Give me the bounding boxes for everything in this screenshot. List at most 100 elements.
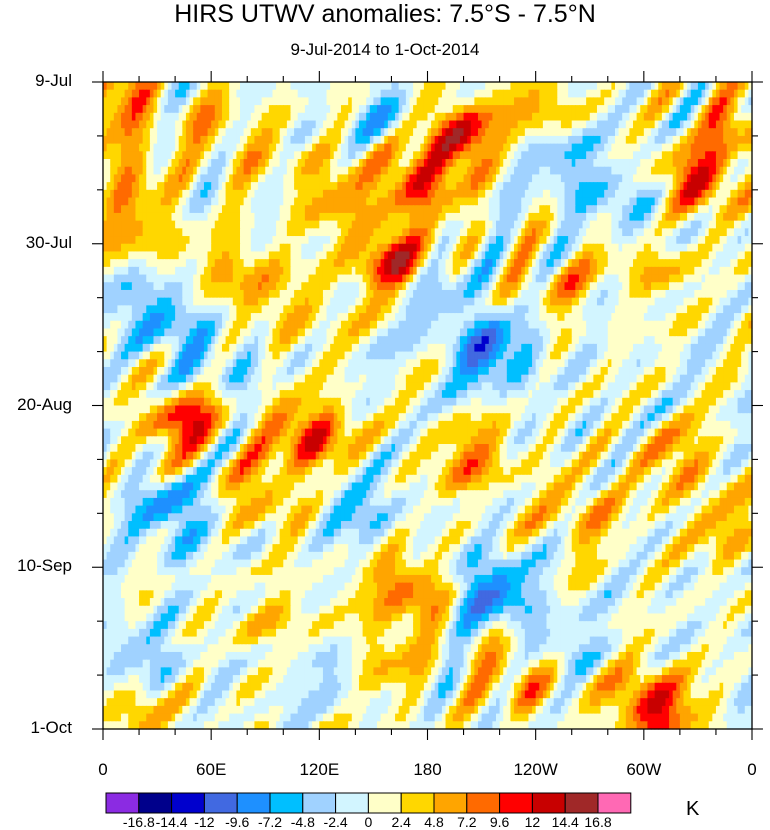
heatmap-cell <box>290 105 295 114</box>
heatmap-cell <box>701 274 706 283</box>
heatmap-cell <box>470 159 475 168</box>
heatmap-cell <box>449 166 454 176</box>
heatmap-cell <box>427 282 432 291</box>
heatmap-cell <box>124 151 129 160</box>
heatmap-cell <box>676 166 681 176</box>
heatmap-cell <box>373 243 378 253</box>
heatmap-cell <box>200 220 205 229</box>
heatmap-cell <box>106 143 111 152</box>
heatmap-cell <box>276 128 281 137</box>
heatmap-cell <box>557 228 562 237</box>
heatmap-cell <box>575 282 580 291</box>
heatmap-cell <box>661 89 667 98</box>
heatmap-cell <box>279 89 284 98</box>
heatmap-cell <box>164 228 169 237</box>
heatmap-cell <box>315 251 320 260</box>
heatmap-cell <box>203 189 209 199</box>
heatmap-cell <box>211 128 216 137</box>
heatmap-cell <box>456 259 461 268</box>
heatmap-cell <box>694 228 699 237</box>
heatmap-cell <box>697 274 703 283</box>
heatmap-cell <box>485 236 490 245</box>
heatmap-cell <box>618 251 623 260</box>
heatmap-cell <box>240 189 245 199</box>
heatmap-cell <box>737 259 742 268</box>
heatmap-cell <box>221 112 227 122</box>
heatmap-cell <box>326 120 331 129</box>
heatmap-cell <box>625 174 631 183</box>
heatmap-cell <box>121 182 126 191</box>
heatmap-cell <box>661 243 667 253</box>
heatmap-cell <box>643 174 649 183</box>
heatmap-cell <box>395 282 400 291</box>
heatmap-cell <box>279 243 284 253</box>
heatmap-cell <box>492 274 497 283</box>
heatmap-cell <box>232 135 238 145</box>
heatmap-cell <box>586 220 591 229</box>
heatmap-cell <box>142 289 147 299</box>
heatmap-cell <box>413 89 418 98</box>
heatmap-cell <box>358 282 364 291</box>
heatmap-cell <box>528 112 533 122</box>
heatmap-cell <box>506 151 512 160</box>
heatmap-cell <box>611 151 616 160</box>
heatmap-cell <box>124 236 129 245</box>
heatmap-cell <box>452 205 457 214</box>
heatmap-cell <box>571 174 576 183</box>
heatmap-cell <box>344 135 349 145</box>
heatmap-cell <box>658 135 663 145</box>
heatmap-cell <box>420 251 425 260</box>
heatmap-cell <box>250 135 256 145</box>
heatmap-cell <box>463 189 468 199</box>
heatmap-cell <box>708 236 713 245</box>
heatmap-cell <box>420 266 425 276</box>
heatmap-cell <box>499 174 504 183</box>
heatmap-cell <box>744 189 749 199</box>
heatmap-cell <box>326 259 331 268</box>
heatmap-cell <box>434 236 439 245</box>
heatmap-cell <box>726 82 731 91</box>
heatmap-cell <box>726 120 731 129</box>
heatmap-cell <box>546 251 551 260</box>
heatmap-cell <box>719 174 724 183</box>
heatmap-cell <box>449 236 454 245</box>
heatmap-cell <box>265 259 270 268</box>
heatmap-cell <box>539 236 544 245</box>
heatmap-cell <box>604 212 609 222</box>
heatmap-cell <box>510 182 515 191</box>
heatmap-cell <box>243 151 248 160</box>
heatmap-cell <box>661 159 667 168</box>
heatmap-cell <box>409 97 414 106</box>
heatmap-cell <box>326 151 331 160</box>
heatmap-cell <box>474 228 479 237</box>
heatmap-cell <box>477 174 483 183</box>
heatmap-cell <box>593 135 598 145</box>
heatmap-cell <box>142 243 147 253</box>
heatmap-cell <box>496 159 501 168</box>
heatmap-cell <box>265 159 270 168</box>
heatmap-cell <box>445 82 450 91</box>
heatmap-cell <box>560 236 566 245</box>
heatmap-cell <box>110 174 115 183</box>
heatmap-cell <box>312 128 317 137</box>
heatmap-cell <box>200 82 205 91</box>
heatmap-cell <box>748 166 753 176</box>
heatmap-cell <box>557 143 562 152</box>
heatmap-cell <box>532 282 537 291</box>
heatmap-cell <box>373 82 378 91</box>
heatmap-cell <box>139 236 144 245</box>
heatmap-cell <box>283 289 288 299</box>
heatmap-cell <box>524 174 530 183</box>
heatmap-cell <box>384 289 389 299</box>
heatmap-cell <box>535 228 540 237</box>
heatmap-cell <box>254 143 259 152</box>
heatmap-cell <box>218 182 223 191</box>
heatmap-cell <box>748 89 753 98</box>
heatmap-cell <box>189 159 194 168</box>
heatmap-cell <box>377 212 382 222</box>
heatmap-cell <box>636 174 641 183</box>
heatmap-cell <box>366 89 371 98</box>
heatmap-cell <box>470 212 475 222</box>
heatmap-cell <box>398 135 403 145</box>
heatmap-cell <box>384 189 389 199</box>
